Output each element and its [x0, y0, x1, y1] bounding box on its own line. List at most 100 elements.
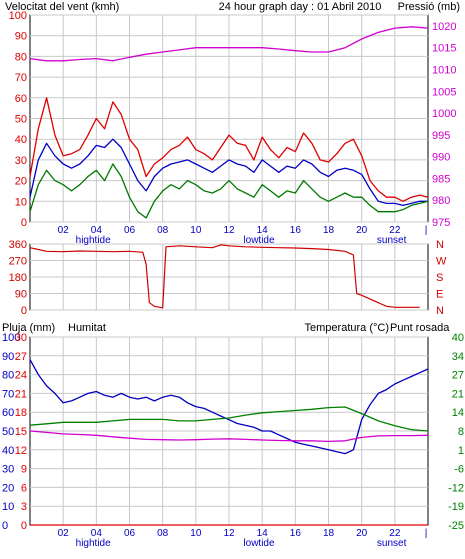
- temperature-tick-label: 1: [458, 445, 464, 457]
- humidity-tick-label: 20: [2, 482, 14, 494]
- direction-tick-label: 270: [9, 256, 27, 268]
- humidity-tick-label: 40: [2, 445, 14, 457]
- rain-tick-label: 0: [21, 520, 27, 532]
- rain-tick-label: 30: [15, 332, 27, 344]
- rain-tick-label: 18: [15, 407, 27, 419]
- wind-tick-label: 50: [15, 114, 27, 126]
- dewpoint-axis-title: Punt rosada: [390, 322, 450, 334]
- rain-tick-label: 12: [15, 445, 27, 457]
- humidity-line: [29, 359, 429, 455]
- x-tick-label: 04: [91, 528, 103, 539]
- x-tick-label: 18: [323, 528, 335, 539]
- direction-line: [29, 244, 420, 309]
- temperature-tick-label: -12: [448, 482, 464, 494]
- x-tick-label: 20: [356, 225, 368, 236]
- direction-tick-label: 0: [21, 305, 27, 317]
- humidity-tick-label: 60: [2, 407, 14, 419]
- pressure-tick-label: 990: [432, 152, 450, 164]
- x-tick-label: 04: [91, 225, 103, 236]
- pressure-tick-label: 1020: [432, 21, 456, 33]
- x-annotation: hightide: [76, 538, 111, 549]
- wind-tick-label: 80: [15, 51, 27, 63]
- x-tick-label: 06: [124, 528, 136, 539]
- wind-line: [29, 97, 429, 202]
- x-tick-label: 22: [389, 528, 401, 539]
- compass-label: S: [436, 272, 443, 284]
- temperature-tick-label: -6: [454, 464, 464, 476]
- x-annotation: sunset: [377, 235, 407, 246]
- humidity-tick-label: 70: [2, 388, 14, 400]
- rain-tick-label: 6: [21, 482, 27, 494]
- x-end-tick: |: [425, 225, 428, 236]
- rain-tick-label: 27: [15, 351, 27, 363]
- rain-tick-label: 3: [21, 501, 27, 513]
- x-tick-label: 20: [356, 528, 368, 539]
- x-tick-label: 16: [290, 528, 302, 539]
- humidity-tick-label: 100: [2, 332, 20, 344]
- temperature-tick-label: 27: [452, 370, 464, 382]
- rain-tick-label: 15: [15, 426, 27, 438]
- pressure-axis-title: Pressió (mb): [398, 1, 460, 13]
- temperature-tick-label: -19: [448, 501, 464, 513]
- rain-tick-label: 9: [21, 464, 27, 476]
- x-tick-label: 22: [389, 225, 401, 236]
- wind-tick-label: 60: [15, 93, 27, 105]
- x-tick-label: 02: [58, 528, 70, 539]
- compass-label: N: [436, 239, 444, 251]
- dewpoint-line: [29, 430, 429, 443]
- x-annotation: lowtide: [243, 538, 275, 549]
- humidity-tick-label: 50: [2, 426, 14, 438]
- temperature-axis-title: Temperatura (°C): [305, 322, 389, 334]
- temperature-tick-label: 21: [452, 388, 464, 400]
- rain-axis-title: Pluja (mm): [2, 322, 55, 334]
- temperature-line: [29, 406, 429, 432]
- compass-label: W: [436, 256, 447, 268]
- wind-tick-label: 70: [15, 72, 27, 84]
- wind-tick-label: 10: [15, 196, 27, 208]
- temperature-tick-label: 40: [452, 332, 464, 344]
- pressure-tick-label: 1000: [432, 108, 456, 120]
- x-tick-label: 10: [190, 528, 202, 539]
- x-tick-label: 12: [223, 225, 235, 236]
- wind-tick-label: 20: [15, 176, 27, 188]
- pressure-tick-label: 975: [432, 217, 450, 229]
- rain-tick-label: 24: [15, 370, 27, 382]
- wind_avg-line: [29, 138, 428, 207]
- rain-tick-label: 21: [15, 388, 27, 400]
- wind-tick-label: 0: [21, 217, 27, 229]
- temperature-tick-label: 34: [452, 351, 464, 363]
- compass-label: N: [436, 305, 444, 317]
- x-tick-label: 16: [290, 225, 302, 236]
- x-tick-label: 02: [58, 225, 70, 236]
- x-tick-label: 06: [124, 225, 136, 236]
- direction-tick-label: 90: [15, 289, 27, 301]
- pressure-tick-label: 995: [432, 130, 450, 142]
- x-annotation: sunset: [377, 538, 407, 549]
- pressure-tick-label: 1010: [432, 64, 456, 76]
- x-tick-label: 18: [323, 225, 335, 236]
- pressure-tick-label: 980: [432, 195, 450, 207]
- x-tick-label: 12: [223, 528, 235, 539]
- humidity-tick-label: 80: [2, 370, 14, 382]
- humidity-tick-label: 30: [2, 464, 14, 476]
- wind-tick-label: 30: [15, 155, 27, 167]
- wind-axis-title: Velocitat del vent (kmh): [5, 1, 119, 13]
- pressure-tick-label: 1015: [432, 43, 456, 55]
- temperature-tick-label: 8: [458, 426, 464, 438]
- temperature-tick-label: -25: [448, 520, 464, 532]
- humidity-tick-label: 90: [2, 351, 14, 363]
- x-annotation: lowtide: [243, 235, 275, 246]
- pressure-tick-label: 1005: [432, 86, 456, 98]
- direction-tick-label: 180: [9, 272, 27, 284]
- humidity-axis-title: Humitat: [68, 322, 106, 334]
- wind-tick-label: 40: [15, 134, 27, 146]
- x-tick-label: 10: [190, 225, 202, 236]
- chart-title: 24 hour graph day : 01 Abril 2010: [219, 1, 382, 13]
- compass-label: E: [436, 289, 443, 301]
- x-tick-label: 08: [157, 528, 169, 539]
- humidity-tick-label: 10: [2, 501, 14, 513]
- x-tick-label: 14: [257, 528, 269, 539]
- wind_low-line: [29, 163, 429, 219]
- direction-tick-label: 360: [9, 239, 27, 251]
- temperature-tick-label: 14: [452, 407, 464, 419]
